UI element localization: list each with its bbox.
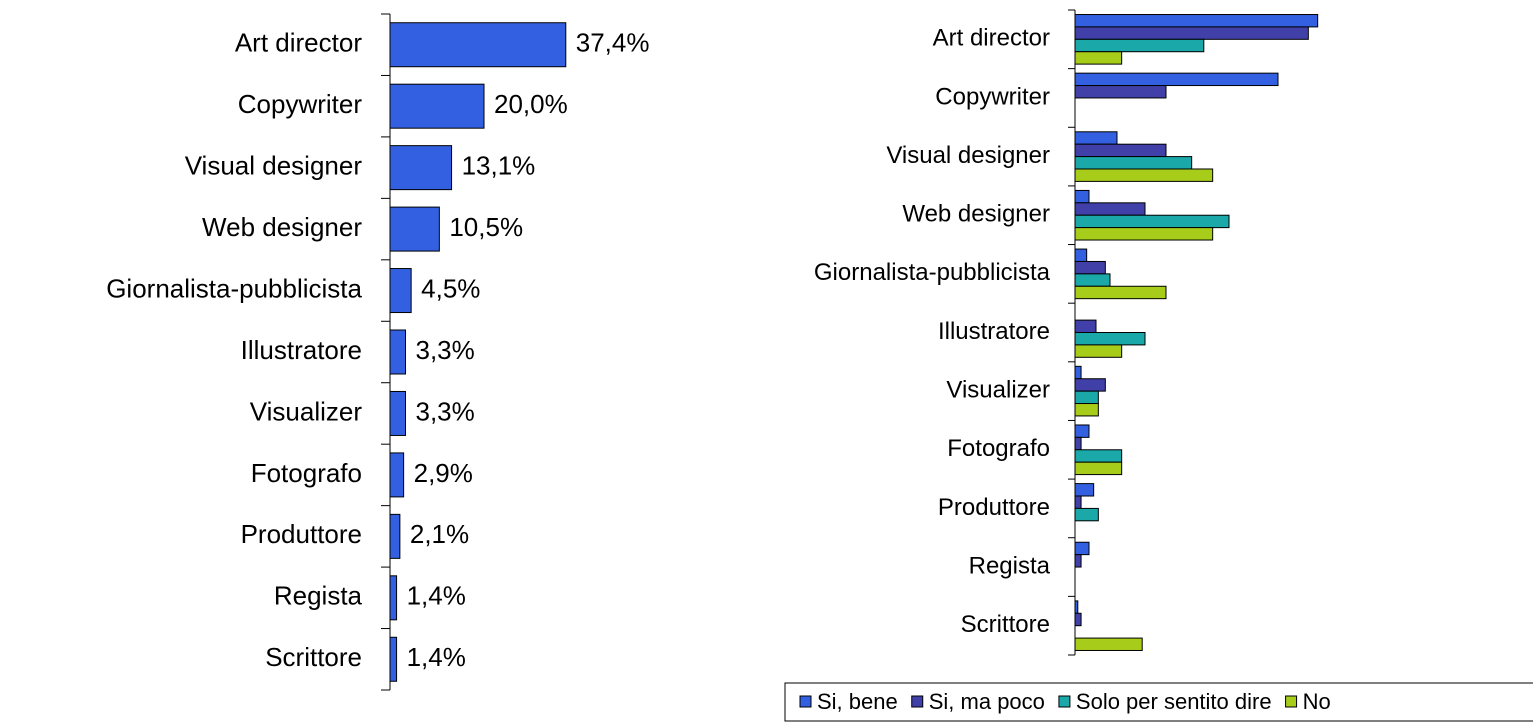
bar [389,83,485,129]
legend-box [784,682,1533,722]
bar [1074,51,1123,65]
bar [1074,131,1118,145]
bar [1074,38,1205,53]
y-tick-label: Copywriter [935,83,1050,110]
y-tick-label: Produttore [938,494,1050,521]
bar [1074,168,1214,182]
value-label: 2,1% [410,519,469,549]
bar [1074,319,1097,334]
value-label: 37,4% [576,28,650,58]
y-tick-label: Fotografo [251,458,362,488]
bar [1074,600,1079,614]
bar [1074,227,1214,241]
legend-swatch [799,695,812,708]
bar [1074,14,1319,28]
legend-swatch [1058,695,1071,708]
value-label: 4,5% [421,273,480,303]
bar [1074,483,1095,497]
bar [1074,273,1111,287]
bar [389,145,453,191]
bar [389,268,412,314]
value-label: 2,9% [414,458,473,488]
bar [1074,214,1230,229]
bar [389,329,407,375]
bar [1074,378,1106,392]
bar [1074,143,1167,158]
y-tick-label: Regista [274,581,363,611]
legend-label: Si, bene [817,689,898,714]
y-tick-label: Visualizer [946,376,1050,403]
legend-swatch [1285,695,1298,708]
bar [1074,248,1088,262]
bar [389,452,405,498]
bar [1074,424,1090,438]
y-tick-label: Illustratore [938,318,1050,345]
bar [1074,365,1082,380]
bar [1074,332,1146,346]
value-label: 3,3% [416,396,475,426]
legend-swatch [911,695,924,708]
y-tick-label: Giornalista-pubblicista [814,259,1051,286]
value-label: 1,4% [407,581,466,611]
bar [1074,85,1167,99]
legend-label: Solo per sentito dire [1076,689,1272,714]
bar [389,22,567,68]
bar [1074,403,1099,417]
y-tick-label: Scrittore [961,611,1050,638]
bar [1074,554,1082,568]
bar [1074,541,1090,556]
y-tick-label: Art director [933,25,1050,52]
bar [1074,449,1123,463]
y-tick-label: Art director [235,28,362,58]
bar [1074,26,1309,40]
y-tick-label: Visual designer [886,142,1050,169]
y-tick-label: Regista [969,552,1051,579]
bar [1074,285,1167,300]
value-label: 3,3% [416,335,475,365]
bar [1074,507,1099,522]
bar [1074,637,1143,651]
y-tick-label: Illustratore [241,335,362,365]
y-tick-label: Web designer [202,212,362,242]
y-tick-label: Produttore [241,519,362,549]
bar [1074,260,1106,275]
bar [1074,461,1123,476]
y-tick-label: Giornalista-pubblicista [106,273,362,303]
y-tick-label: Copywriter [238,89,363,119]
bar [1074,156,1193,170]
value-label: 20,0% [494,89,568,119]
value-label: 13,1% [462,151,536,181]
bar [1074,495,1082,509]
bar [389,390,407,436]
y-tick-label: Visual designer [185,151,363,181]
y-tick-label: Fotografo [947,435,1050,462]
bar [1074,202,1146,216]
bar [389,513,401,559]
bar [389,636,398,682]
y-tick-label: Web designer [902,201,1050,228]
y-tick-label: Visualizer [250,396,363,426]
bar [1074,612,1082,627]
bar [1074,72,1279,87]
bar [1074,390,1099,405]
legend-label: Si, ma poco [929,689,1045,714]
bar [1074,436,1082,451]
y-tick-label: Scrittore [265,642,362,672]
bar [389,575,398,621]
bar [1074,189,1090,204]
bar [389,206,440,252]
bar [1074,344,1123,358]
value-label: 10,5% [449,212,523,242]
value-label: 1,4% [407,642,466,672]
legend-label: No [1303,689,1331,714]
